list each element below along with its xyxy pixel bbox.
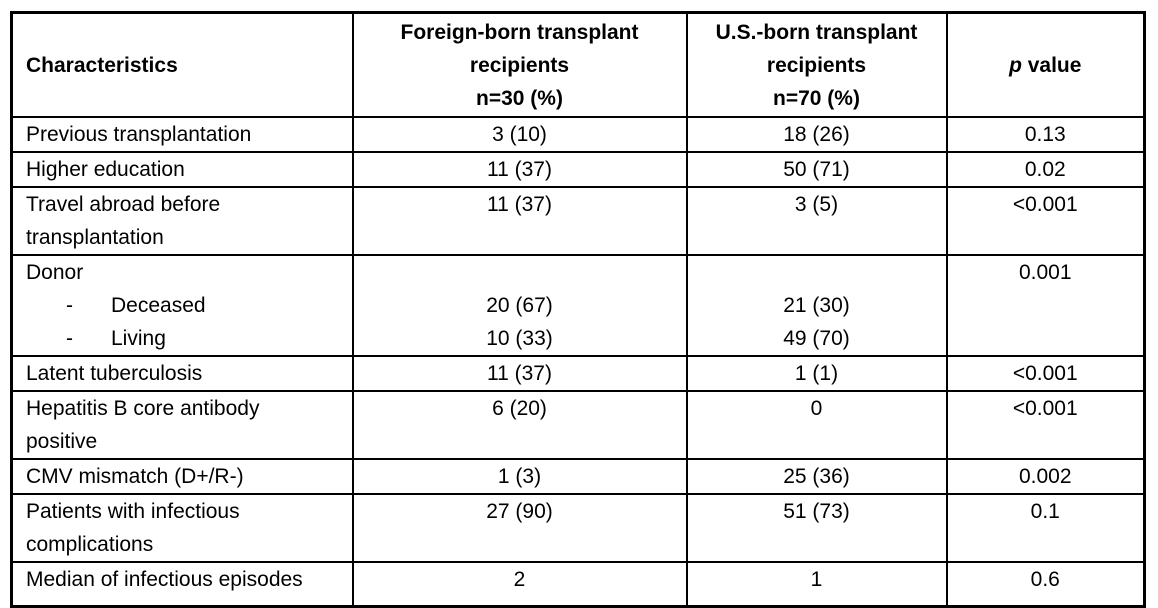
- sub-item-label: Living: [111, 327, 166, 350]
- header-line-3: n=70 (%): [773, 86, 860, 110]
- table-row-median-episodes: Median of infectious episodes 2 1 0.6: [10, 561, 1146, 607]
- label-line-1: Hepatitis B core antibody: [26, 397, 260, 420]
- header-line-2: recipients: [766, 53, 867, 77]
- cell-foreign-value: 6 (20): [351, 390, 688, 460]
- characteristics-table: Characteristics Foreign-born transplant …: [10, 11, 1146, 608]
- col-header-characteristics: Characteristics: [10, 11, 354, 118]
- row-label: Previous transplantation: [10, 116, 354, 153]
- header-line-1: Foreign-born transplant: [400, 20, 639, 44]
- row-label: Median of infectious episodes: [10, 561, 354, 607]
- cell-us-value: 50 (71): [685, 151, 948, 188]
- cell-foreign-value: 11 (37): [351, 355, 688, 392]
- table-row-donor: Donor - Deceased - Living 20 (67) 10 (33) …: [10, 254, 1146, 357]
- cell-us-value: 0: [685, 390, 948, 460]
- cell-foreign-value: 11 (37): [351, 151, 688, 188]
- table-row-higher-education: Higher education 11 (37) 50 (71) 0.02: [10, 151, 1146, 188]
- table-row-previous-transplantation: Previous transplantation 3 (10) 18 (26) …: [10, 116, 1146, 153]
- row-label: Patients with infectious complications: [10, 493, 354, 563]
- cell-p-value: 0.13: [945, 116, 1146, 153]
- cell-us-deceased: 21 (30): [783, 294, 850, 317]
- cell-us-values: 21 (30) 49 (70): [685, 254, 948, 357]
- header-row: Characteristics Foreign-born transplant …: [10, 11, 1146, 118]
- cell-us-value: 3 (5): [685, 186, 948, 256]
- row-label: CMV mismatch (D+/R-): [10, 458, 354, 495]
- cell-foreign-value: 11 (37): [351, 186, 688, 256]
- label-line-2: complications: [26, 533, 154, 556]
- label-line-2: positive: [26, 430, 98, 453]
- col-header-p-value: p value: [945, 11, 1146, 118]
- table-row-hepatitis-b: Hepatitis B core antibody positive 6 (20…: [10, 390, 1146, 460]
- table-row-infectious-complications: Patients with infectious complications 2…: [10, 493, 1146, 563]
- table-row-travel-abroad: Travel abroad before transplantation 11 …: [10, 186, 1146, 256]
- cell-p-value: 0.02: [945, 151, 1146, 188]
- cell-p-value: <0.001: [945, 186, 1146, 256]
- donor-sub-item-living: - Living: [26, 322, 344, 354]
- p-symbol: p: [1009, 53, 1022, 77]
- table-row-cmv-mismatch: CMV mismatch (D+/R-) 1 (3) 25 (36) 0.002: [10, 458, 1146, 495]
- table-row-latent-tuberculosis: Latent tuberculosis 11 (37) 1 (1) <0.001: [10, 355, 1146, 392]
- cell-us-value: 1: [685, 561, 948, 607]
- cell-p-value: <0.001: [945, 390, 1146, 460]
- cell-p-value: 0.1: [945, 493, 1146, 563]
- p-value-word: value: [1021, 53, 1082, 77]
- header-line-2: recipients: [469, 53, 570, 77]
- donor-group-label: Donor: [26, 261, 84, 284]
- cell-foreign-value: 1 (3): [351, 458, 688, 495]
- cell-foreign-deceased: 20 (67): [486, 294, 553, 317]
- cell-us-value: 1 (1): [685, 355, 948, 392]
- row-label: Hepatitis B core antibody positive: [10, 390, 354, 460]
- label-line-1: Travel abroad before: [26, 193, 221, 216]
- dash-bullet: -: [66, 327, 73, 350]
- cell-us-value: 25 (36): [685, 458, 948, 495]
- row-label: Travel abroad before transplantation: [10, 186, 354, 256]
- cell-p-value: 0.002: [945, 458, 1146, 495]
- cell-foreign-values: 20 (67) 10 (33): [351, 254, 688, 357]
- row-label: Latent tuberculosis: [10, 355, 354, 392]
- cell-p-value: <0.001: [945, 355, 1146, 392]
- cell-foreign-living: 10 (33): [486, 327, 553, 350]
- blank-line: [355, 257, 685, 289]
- cell-us-living: 49 (70): [783, 327, 850, 350]
- cell-us-value: 51 (73): [685, 493, 948, 563]
- cell-us-value: 18 (26): [685, 116, 948, 153]
- row-label-group: Donor - Deceased - Living: [10, 254, 354, 357]
- dash-bullet: -: [66, 294, 73, 317]
- row-label: Higher education: [10, 151, 354, 188]
- blank-line: [689, 257, 945, 289]
- donor-sub-item-deceased: - Deceased: [26, 289, 344, 322]
- header-line-3: n=30 (%): [476, 86, 563, 110]
- label-line-1: Patients with infectious: [26, 500, 240, 523]
- col-header-foreign-born: Foreign-born transplant recipients n=30 …: [351, 11, 688, 118]
- cell-p-value: 0.001: [945, 254, 1146, 357]
- header-line-1: U.S.-born transplant: [715, 20, 918, 44]
- col-header-us-born: U.S.-born transplant recipients n=70 (%): [685, 11, 948, 118]
- cell-foreign-value: 3 (10): [351, 116, 688, 153]
- label-line-2: transplantation: [26, 226, 164, 249]
- cell-p-value: 0.6: [945, 561, 1146, 607]
- cell-foreign-value: 27 (90): [351, 493, 688, 563]
- cell-foreign-value: 2: [351, 561, 688, 607]
- sub-item-label: Deceased: [111, 294, 206, 317]
